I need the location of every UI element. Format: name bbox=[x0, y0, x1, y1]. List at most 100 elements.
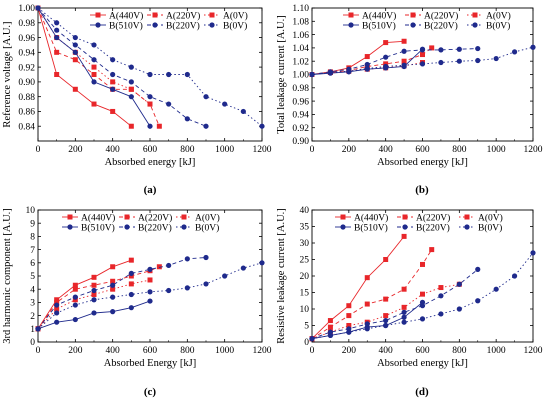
series-b220v bbox=[35, 254, 209, 332]
x-tick-label: 1200 bbox=[253, 145, 272, 155]
y-axis-label: Total leakage current [A.U.] bbox=[276, 15, 287, 134]
y-tick-label: 3 bbox=[30, 299, 35, 309]
data-point bbox=[54, 310, 60, 316]
legend-label: B(510V) bbox=[109, 20, 143, 31]
legend-marker bbox=[340, 214, 346, 220]
legend-label: A(0V) bbox=[478, 212, 503, 223]
y-tick-label: 0.98 bbox=[292, 84, 309, 94]
y-tick-label: 5 bbox=[304, 322, 309, 332]
series-a440v bbox=[35, 257, 134, 332]
data-point bbox=[91, 282, 97, 288]
data-point bbox=[128, 291, 134, 298]
legend-marker bbox=[152, 22, 158, 28]
legend-item: A(440V) bbox=[90, 10, 143, 21]
data-point bbox=[110, 309, 116, 315]
data-point bbox=[35, 326, 41, 332]
legend-item: B(220V) bbox=[405, 20, 458, 31]
x-tick-label: 1200 bbox=[524, 145, 543, 155]
legend-marker bbox=[67, 214, 73, 220]
data-point bbox=[110, 294, 116, 300]
data-point bbox=[420, 261, 425, 267]
data-point bbox=[327, 318, 333, 324]
y-tick-label: 1.04 bbox=[292, 44, 309, 54]
data-point bbox=[166, 262, 172, 269]
data-point bbox=[54, 27, 60, 33]
data-point bbox=[364, 326, 370, 332]
y-tick-label: 10 bbox=[26, 206, 36, 216]
data-point bbox=[401, 319, 407, 325]
legend-marker bbox=[67, 224, 73, 230]
data-point bbox=[91, 310, 97, 316]
series-a440v bbox=[309, 233, 407, 342]
legend-marker bbox=[95, 12, 101, 18]
legend-item: A(220V) bbox=[119, 212, 172, 223]
legend-item: B(0V) bbox=[467, 20, 510, 31]
panel-label: (a) bbox=[144, 184, 157, 196]
panel-label: (b) bbox=[415, 184, 429, 196]
data-point bbox=[156, 264, 162, 270]
x-tick-label: 0 bbox=[310, 145, 315, 155]
legend-marker bbox=[209, 22, 215, 28]
data-point bbox=[110, 264, 116, 270]
legend-label: A(0V) bbox=[223, 10, 248, 21]
legend-label: B(220V) bbox=[138, 222, 172, 233]
legend-label: A(220V) bbox=[416, 212, 450, 223]
legend-marker bbox=[348, 22, 354, 28]
panel-label: (d) bbox=[415, 386, 429, 398]
data-point bbox=[222, 273, 228, 279]
data-point bbox=[184, 285, 190, 291]
legend-marker bbox=[181, 224, 187, 230]
data-point bbox=[72, 302, 78, 308]
legend-label: B(220V) bbox=[424, 20, 458, 31]
y-tick-label: 0.94 bbox=[18, 49, 35, 59]
series-line bbox=[311, 47, 432, 75]
series-line bbox=[311, 40, 405, 75]
series-line bbox=[311, 269, 479, 340]
data-point bbox=[493, 286, 499, 292]
data-point bbox=[475, 45, 481, 52]
y-tick-label: 0.98 bbox=[18, 19, 35, 29]
legend-item: A(440V) bbox=[343, 10, 396, 21]
data-point bbox=[309, 336, 315, 342]
legend-item: B(510V) bbox=[62, 222, 115, 233]
x-tick-label: 600 bbox=[415, 346, 430, 356]
legend-item: B(510V) bbox=[343, 20, 396, 31]
legend-marker bbox=[348, 12, 354, 18]
y-tick-label: 0.92 bbox=[18, 63, 35, 73]
data-point bbox=[383, 257, 389, 262]
x-tick-label: 1000 bbox=[487, 145, 506, 155]
data-point bbox=[383, 296, 389, 302]
data-point bbox=[110, 86, 116, 92]
y-axis-label: Reference voltage [A.U.] bbox=[2, 21, 13, 127]
legend-marker bbox=[464, 224, 470, 230]
data-point bbox=[110, 282, 116, 288]
legend-item: B(510V) bbox=[90, 20, 143, 31]
data-point bbox=[128, 79, 134, 85]
data-point bbox=[346, 323, 352, 328]
data-point bbox=[147, 298, 153, 304]
data-point bbox=[364, 61, 370, 68]
data-point bbox=[346, 68, 352, 74]
data-point bbox=[364, 54, 370, 60]
y-tick-label: 30 bbox=[300, 239, 310, 249]
data-point bbox=[184, 256, 190, 262]
y-tick-label: 4 bbox=[30, 285, 35, 295]
y-tick-label: 20 bbox=[300, 272, 310, 282]
data-point bbox=[364, 321, 370, 327]
legend-label: B(0V) bbox=[486, 20, 510, 31]
x-tick-label: 800 bbox=[452, 346, 467, 356]
legend: A(440V) A(220V) A(0V) B(510V) B(220V) B(0V) bbox=[343, 10, 511, 31]
data-point bbox=[401, 314, 407, 320]
x-tick-label: 200 bbox=[342, 145, 357, 155]
legend: A(440V) A(220V) A(0V) B(510V) B(220V) B(0V) bbox=[90, 10, 248, 31]
x-tick-label: 400 bbox=[379, 145, 394, 155]
y-tick-label: 0.96 bbox=[292, 97, 309, 107]
series-b0v bbox=[309, 44, 536, 78]
legend-marker bbox=[472, 22, 478, 28]
data-point bbox=[346, 303, 352, 309]
data-point bbox=[128, 64, 134, 70]
data-point bbox=[54, 319, 60, 325]
y-tick-label: 2 bbox=[30, 312, 35, 322]
legend-item: B(0V) bbox=[176, 222, 219, 233]
data-point bbox=[91, 274, 97, 280]
